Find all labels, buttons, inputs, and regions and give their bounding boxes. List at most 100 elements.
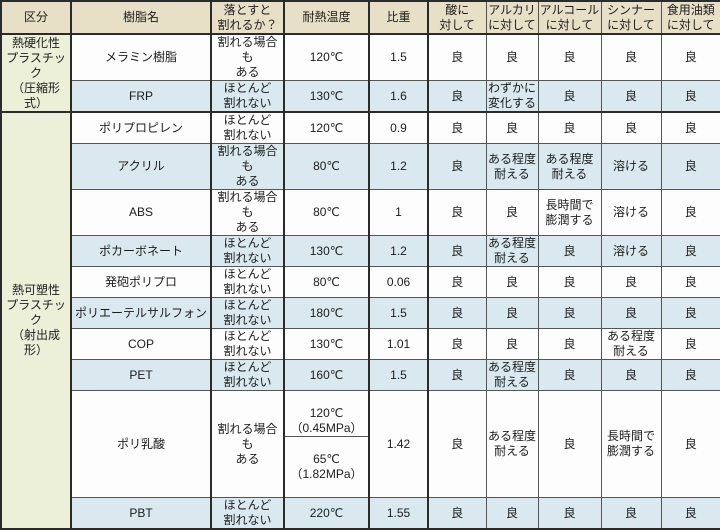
cell-heat-temp: 160℃ bbox=[283, 359, 370, 391]
cell-alkali: 良 bbox=[485, 328, 539, 360]
header-acid: 酸に 対して bbox=[427, 0, 487, 35]
cell-gravity: 1.5 bbox=[368, 359, 429, 391]
category-cell-thermoset: 熱硬化性 プラスチック （圧縮形式） bbox=[0, 33, 72, 113]
cell-resin-name: ポリエーテルサルフォン bbox=[70, 297, 212, 329]
cell-resin-name: FRP bbox=[70, 80, 212, 113]
cell-resin-name: メラミン樹脂 bbox=[70, 33, 212, 81]
cell-break: ほとんど 割れない bbox=[210, 266, 285, 298]
cell-gravity: 1.5 bbox=[368, 33, 429, 81]
cell-resin-name: PET bbox=[70, 359, 212, 391]
table-row-frp: FRP ほとんど 割れない 130℃ 1.6 良 わずかに 変化する 良 良 良 bbox=[1, 80, 720, 113]
cell-alkali: ある程度 耐える bbox=[485, 235, 539, 267]
cell-alkali: ある程度 耐える bbox=[485, 143, 539, 190]
cell-alkali: わずかに 変化する bbox=[485, 80, 539, 113]
cell-alkali: ある程度 耐える bbox=[485, 359, 539, 391]
cell-alcohol: 良 bbox=[537, 297, 602, 329]
cell-break: ほとんど 割れない bbox=[210, 235, 285, 267]
cell-alcohol: ある程度 耐える bbox=[537, 143, 602, 190]
header-alcohol: アルコール に対して bbox=[537, 0, 602, 35]
cell-resin-name: 発砲ポリプロ bbox=[70, 266, 212, 298]
cell-break: 割れる場合も ある bbox=[210, 143, 285, 190]
cell-thinner: 良 bbox=[600, 297, 662, 329]
cell-break: ほとんど 割れない bbox=[210, 497, 285, 530]
cell-acid: 良 bbox=[427, 143, 487, 190]
header-resin-name: 樹脂名 bbox=[70, 0, 212, 35]
header-row: 区分 樹脂名 落とすと 割れるか？ 耐熱温度 比重 酸に 対して アルカリ に対… bbox=[0, 0, 720, 35]
cell-resin-name: アクリル bbox=[70, 143, 212, 190]
cell-acid: 良 bbox=[427, 266, 487, 298]
cell-heat-temp: 130℃ bbox=[283, 80, 370, 113]
cell-gravity: 1.6 bbox=[368, 80, 429, 113]
cell-gravity: 0.06 bbox=[368, 266, 429, 298]
cell-resin-name: PBT bbox=[70, 497, 212, 530]
cell-oil: 良 bbox=[660, 235, 720, 267]
table-row-abs: ABS 割れる場合も ある 80℃ 1 良 良 長時間で 膨潤する 溶ける 良 bbox=[1, 189, 720, 236]
cell-heat-temp: 80℃ bbox=[283, 143, 370, 190]
cell-heat-temp: 120℃ bbox=[283, 111, 370, 144]
cell-alkali: 良 bbox=[485, 297, 539, 329]
table-row-polypropylene: 熱可塑性 プラスチック （射出成形） ポリプロピレン ほとんど 割れない 120… bbox=[0, 111, 720, 530]
cell-acid: 良 bbox=[427, 235, 487, 267]
cell-break: 割れる場合も ある bbox=[210, 390, 285, 498]
cell-resin-name: COP bbox=[70, 328, 212, 360]
cell-alcohol: 長時間で 膨潤する bbox=[537, 189, 602, 236]
cell-acid: 良 bbox=[427, 80, 487, 113]
cell-gravity: 1.5 bbox=[368, 297, 429, 329]
cell-alkali: ある程度 耐える bbox=[485, 390, 539, 498]
table-row-melamine: 熱硬化性 プラスチック （圧縮形式） メラミン樹脂 割れる場合も ある 120℃… bbox=[0, 33, 720, 113]
header-specific-gravity: 比重 bbox=[368, 0, 429, 35]
cell-acid: 良 bbox=[427, 390, 487, 498]
cell-oil: 良 bbox=[660, 328, 720, 360]
cell-alkali: 良 bbox=[485, 33, 539, 81]
cell-thinner: 良 bbox=[600, 266, 662, 298]
cell-thinner: 良 bbox=[600, 33, 662, 81]
cell-resin-name: ポカーボネート bbox=[70, 235, 212, 267]
table-row-acrylic: アクリル 割れる場合も ある 80℃ 1.2 良 ある程度 耐える ある程度 耐… bbox=[1, 143, 720, 190]
cell-gravity: 1 bbox=[368, 189, 429, 236]
cell-thinner: 溶ける bbox=[600, 189, 662, 236]
cell-oil: 良 bbox=[660, 143, 720, 190]
cell-resin-name: ABS bbox=[70, 189, 212, 236]
header-alkali: アルカリ に対して bbox=[485, 0, 539, 35]
cell-thinner: 溶ける bbox=[600, 235, 662, 267]
cell-thinner: 良 bbox=[600, 359, 662, 391]
heat-temp-low-pressure: 65℃ （1.82MPa） bbox=[290, 452, 363, 481]
cell-acid: 良 bbox=[427, 189, 487, 236]
cell-alkali: 良 bbox=[485, 189, 539, 236]
cell-break: 割れる場合も ある bbox=[210, 189, 285, 236]
cell-thinner: ある程度 耐える bbox=[600, 328, 662, 360]
cell-alcohol: 良 bbox=[537, 328, 602, 360]
cell-gravity: 0.9 bbox=[368, 111, 429, 144]
table-row-pbt: PBT ほとんど 割れない 220℃ 1.55 良 良 良 良 良 bbox=[1, 497, 720, 530]
cell-oil: 良 bbox=[660, 111, 720, 144]
cell-alcohol: 良 bbox=[537, 235, 602, 267]
cell-acid: 良 bbox=[427, 111, 487, 144]
cell-alkali: 良 bbox=[485, 111, 539, 144]
cell-acid: 良 bbox=[427, 328, 487, 360]
table-row-foamed-polypro: 発砲ポリプロ ほとんど 割れない 80℃ 0.06 良 良 良 良 良 bbox=[1, 266, 720, 298]
cell-heat-temp: 130℃ bbox=[283, 235, 370, 267]
cell-heat-temp-split: 120℃ （0.45MPa） 65℃ （1.82MPa） bbox=[283, 390, 370, 498]
cell-alcohol: 良 bbox=[537, 111, 602, 144]
cell-thinner: 長時間で 膨潤する bbox=[600, 390, 662, 498]
cell-acid: 良 bbox=[427, 359, 487, 391]
header-heat-temp: 耐熱温度 bbox=[283, 0, 370, 35]
cell-alcohol: 良 bbox=[537, 33, 602, 81]
cell-break: ほとんど 割れない bbox=[210, 111, 285, 144]
cell-heat-temp: 130℃ bbox=[283, 328, 370, 360]
cell-heat-temp: 180℃ bbox=[283, 297, 370, 329]
cell-alkali: 良 bbox=[485, 497, 539, 530]
table-row-polyethersulfone: ポリエーテルサルフォン ほとんど 割れない 180℃ 1.5 良 良 良 良 良 bbox=[1, 297, 720, 329]
cell-break: 割れる場合も ある bbox=[210, 33, 285, 81]
cell-alcohol: 良 bbox=[537, 80, 602, 113]
cell-oil: 良 bbox=[660, 390, 720, 498]
header-break-on-drop: 落とすと 割れるか？ bbox=[210, 0, 285, 35]
header-cooking-oil: 食用油類 に対して bbox=[660, 0, 720, 35]
cell-thinner: 溶ける bbox=[600, 143, 662, 190]
cell-thinner: 良 bbox=[600, 497, 662, 530]
cell-alcohol: 良 bbox=[537, 266, 602, 298]
cell-thinner: 良 bbox=[600, 80, 662, 113]
table-row-cop: COP ほとんど 割れない 130℃ 1.01 良 良 良 ある程度 耐える 良 bbox=[1, 328, 720, 360]
cell-heat-temp: 220℃ bbox=[283, 497, 370, 530]
